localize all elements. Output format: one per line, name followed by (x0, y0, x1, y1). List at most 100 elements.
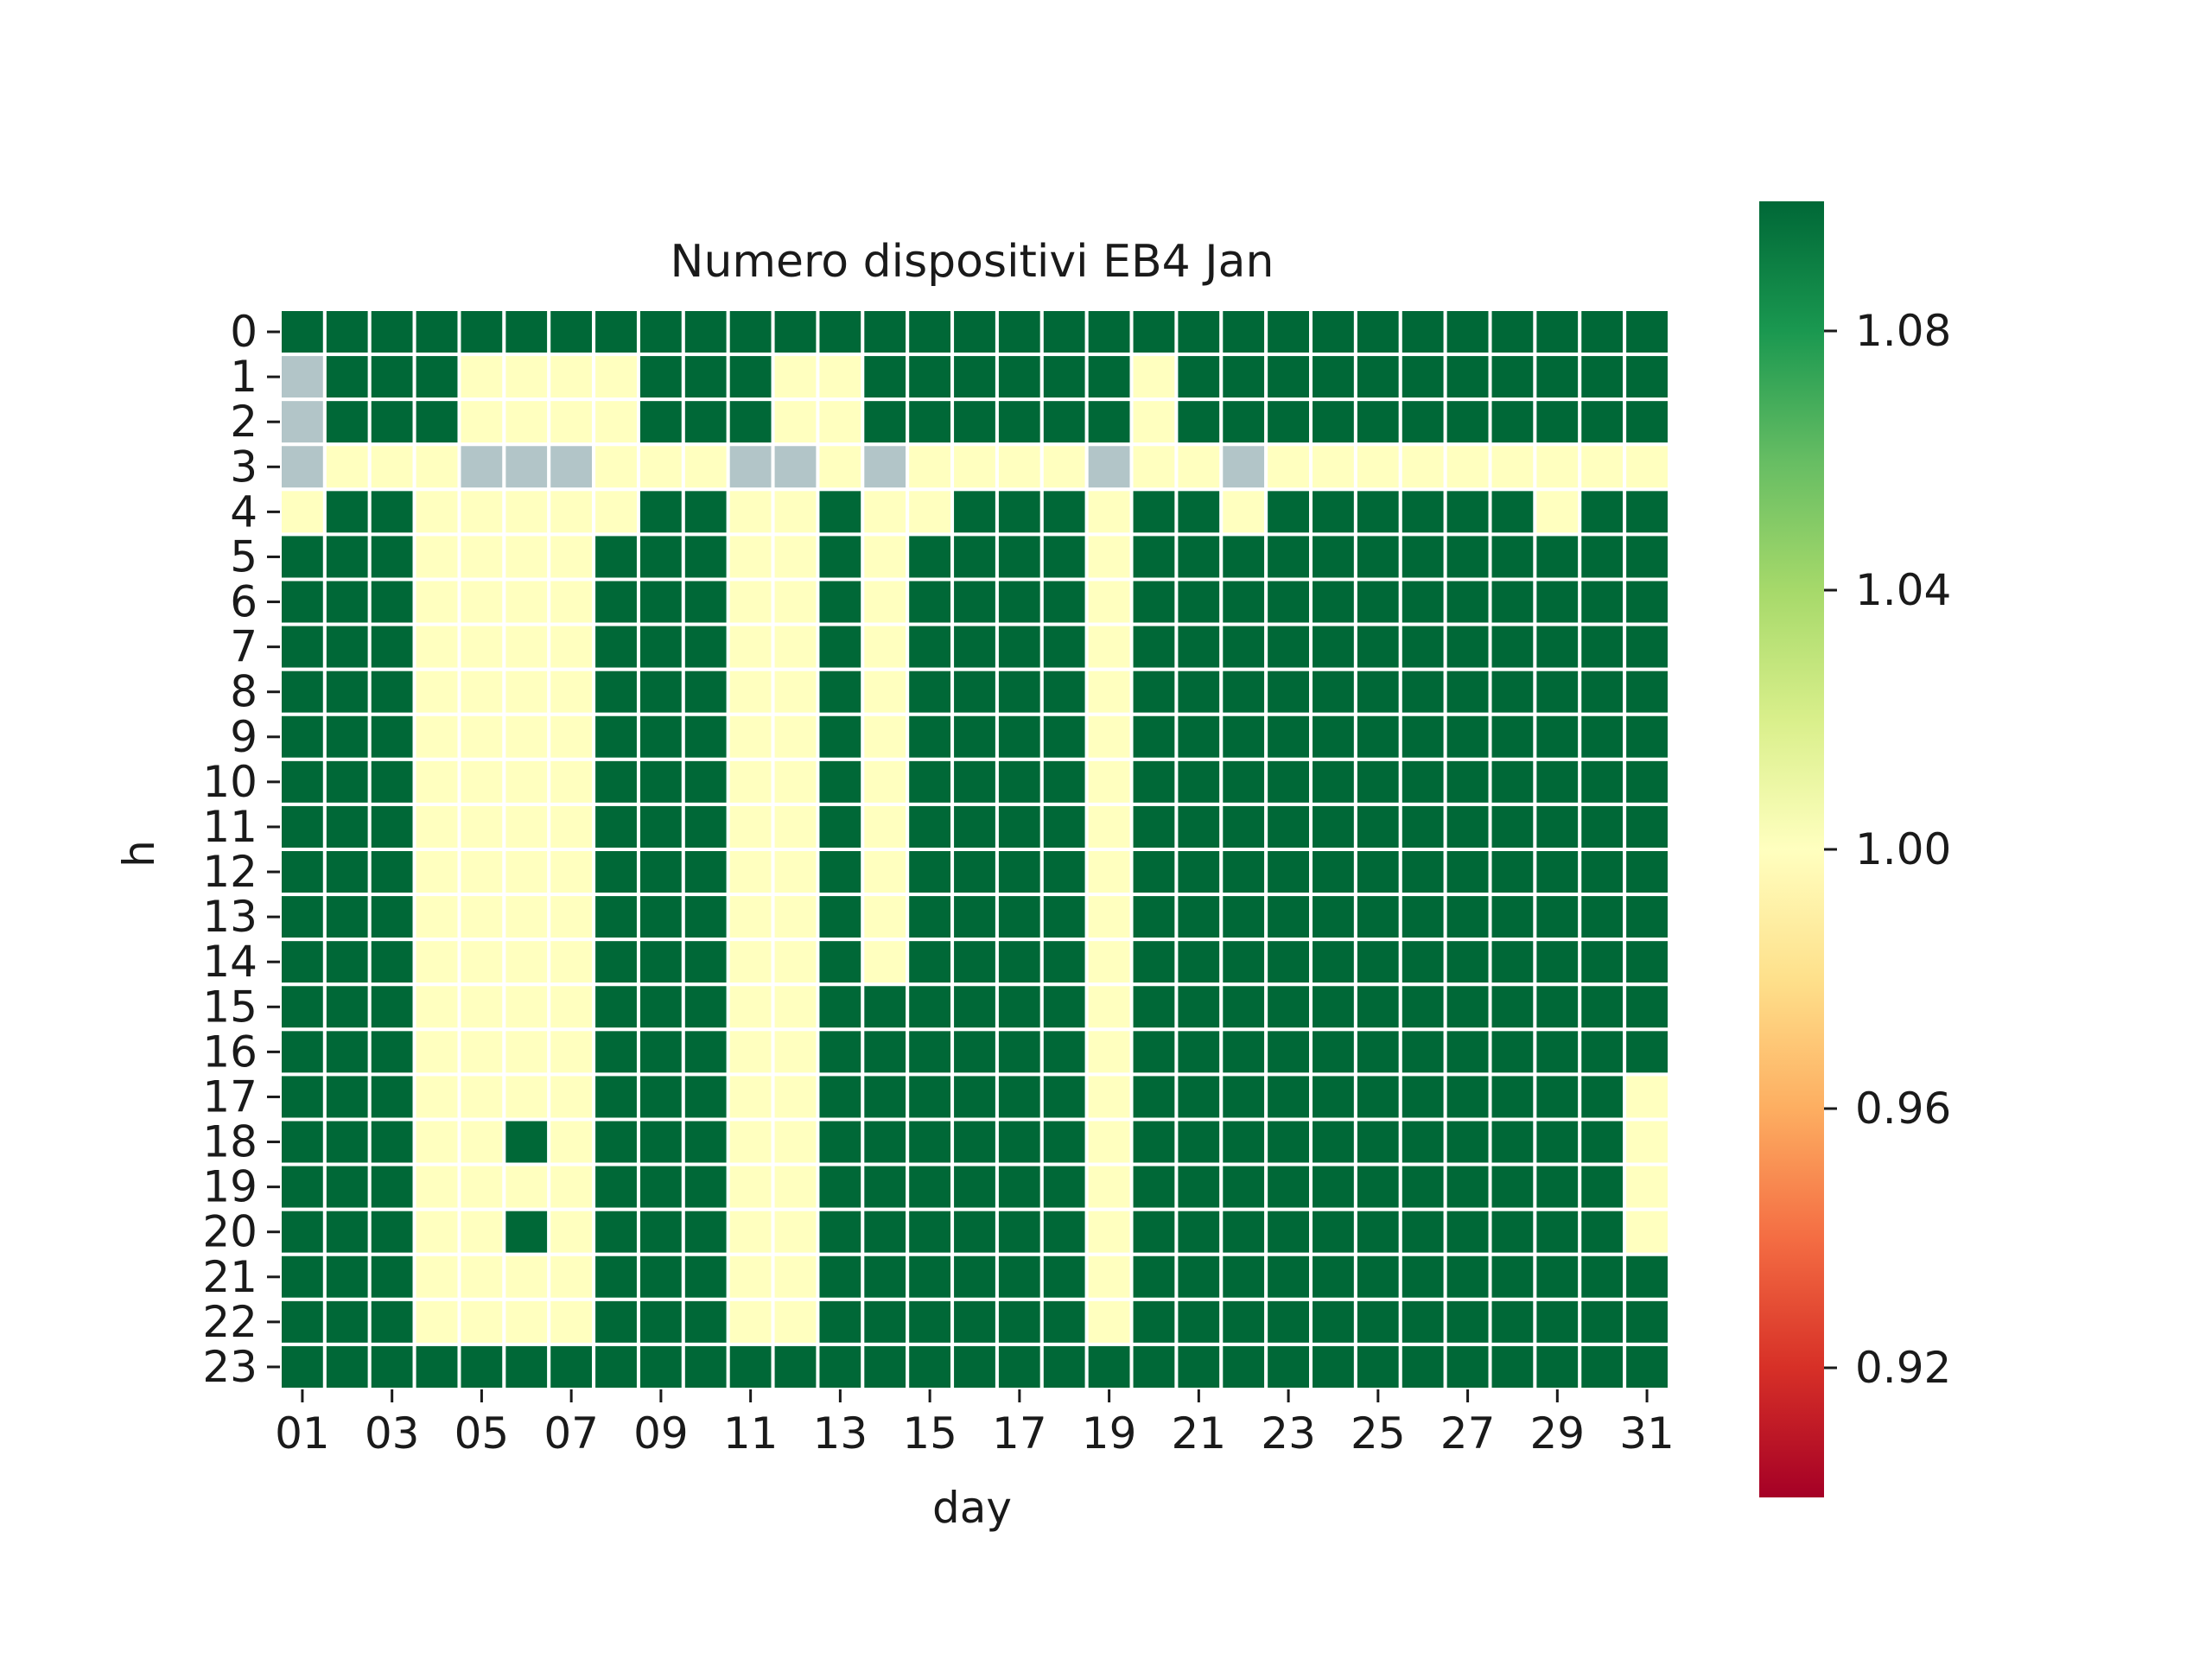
heatmap-cell (1129, 1117, 1179, 1166)
heatmap-cell (1309, 1207, 1357, 1256)
heatmap-cell (681, 577, 730, 626)
heatmap-cell (1533, 1117, 1582, 1166)
heatmap-cell (278, 1072, 327, 1122)
heatmap-cell (1219, 1207, 1268, 1256)
heatmap-cell (278, 848, 327, 897)
heatmap-cell (367, 442, 416, 492)
heatmap-cell (592, 712, 640, 761)
heatmap-cell (592, 893, 640, 942)
heatmap-cell (1398, 1162, 1447, 1211)
heatmap-cell (502, 532, 551, 582)
heatmap-cell (412, 487, 461, 537)
heatmap-cell (547, 848, 596, 897)
heatmap-cell (861, 1252, 910, 1301)
heatmap-cell (1309, 1252, 1357, 1301)
heatmap-cell (1129, 442, 1179, 492)
heatmap-cell (1174, 802, 1224, 852)
heatmap-cell (950, 893, 999, 942)
heatmap-cell (636, 577, 685, 626)
heatmap-cell (457, 1117, 506, 1166)
heatmap-cell (1353, 1297, 1402, 1346)
heatmap-cell (861, 622, 910, 671)
heatmap-cell (906, 848, 955, 897)
heatmap-cell (636, 1072, 685, 1122)
heatmap-cell (278, 712, 327, 761)
heatmap-cell (1623, 577, 1671, 626)
heatmap-cell (457, 938, 506, 987)
heatmap-cell (1533, 667, 1582, 716)
x-tick-label: 01 (275, 1408, 330, 1459)
heatmap-cell (1129, 712, 1179, 761)
heatmap-cell (1623, 757, 1671, 806)
heatmap-cell (636, 982, 685, 1032)
heatmap-cell (1488, 308, 1537, 357)
heatmap-cell (1309, 1297, 1357, 1346)
heatmap-cell (502, 757, 551, 806)
heatmap-cell (547, 308, 596, 357)
x-tick-label: 23 (1261, 1408, 1316, 1459)
heatmap-cell (1129, 938, 1179, 987)
y-tick-label: 19 (202, 1162, 257, 1212)
heatmap-cell (636, 848, 685, 897)
heatmap-cell (1488, 893, 1537, 942)
heatmap-cell (502, 1072, 551, 1122)
heatmap-cell (1174, 1297, 1224, 1346)
heatmap-cell (1084, 397, 1134, 447)
heatmap-cell (995, 982, 1044, 1032)
heatmap-cell (1129, 397, 1179, 447)
heatmap-cell (1309, 397, 1357, 447)
heatmap-cell (950, 1342, 999, 1391)
x-tick-label: 21 (1172, 1408, 1227, 1459)
heatmap-cell (726, 712, 775, 761)
heatmap-cell (1353, 982, 1402, 1032)
x-tick-label: 25 (1351, 1408, 1406, 1459)
heatmap-cell (1039, 712, 1089, 761)
heatmap-cell (995, 1342, 1044, 1391)
heatmap-cell (1488, 397, 1537, 447)
heatmap-cell (1488, 532, 1537, 582)
heatmap-cell (636, 667, 685, 716)
heatmap-cell (995, 487, 1044, 537)
heatmap-cell (1084, 577, 1134, 626)
heatmap-cell (1309, 712, 1357, 761)
heatmap-cell (1219, 667, 1268, 716)
heatmap-cell (1129, 577, 1179, 626)
x-tick-label: 09 (633, 1408, 689, 1459)
heatmap-cell (1578, 982, 1627, 1032)
heatmap-cell (1443, 353, 1492, 402)
heatmap-cell (412, 802, 461, 852)
heatmap-cell (906, 1207, 955, 1256)
y-tick-label: 0 (230, 307, 257, 357)
heatmap-cell (950, 622, 999, 671)
heatmap-cell (1084, 442, 1134, 492)
heatmap-cell (906, 1027, 955, 1077)
x-tick-label: 13 (813, 1408, 868, 1459)
heatmap-cell (726, 397, 775, 447)
heatmap-cell (457, 1072, 506, 1122)
heatmap-cell (950, 1117, 999, 1166)
heatmap-cell (1219, 1072, 1268, 1122)
heatmap-cell (278, 893, 327, 942)
heatmap-cell (412, 1252, 461, 1301)
heatmap-cell (995, 622, 1044, 671)
heatmap-cell (1084, 1162, 1134, 1211)
heatmap-cell (771, 1117, 820, 1166)
heatmap-cell (816, 1117, 865, 1166)
y-tick-label: 20 (202, 1207, 257, 1257)
heatmap-cell (1533, 487, 1582, 537)
heatmap-cell (816, 397, 865, 447)
heatmap-cell (367, 1072, 416, 1122)
heatmap-cell (278, 1027, 327, 1077)
heatmap-cell (1443, 1162, 1492, 1211)
heatmap-cell (1219, 982, 1268, 1032)
heatmap-cell (412, 308, 461, 357)
heatmap-cell (1488, 1342, 1537, 1391)
heatmap-cell (995, 712, 1044, 761)
heatmap-cell (412, 442, 461, 492)
heatmap-cell (726, 802, 775, 852)
y-tick-label: 2 (230, 397, 257, 447)
heatmap-cell (547, 532, 596, 582)
heatmap-cell (278, 982, 327, 1032)
heatmap-cell (502, 1027, 551, 1077)
